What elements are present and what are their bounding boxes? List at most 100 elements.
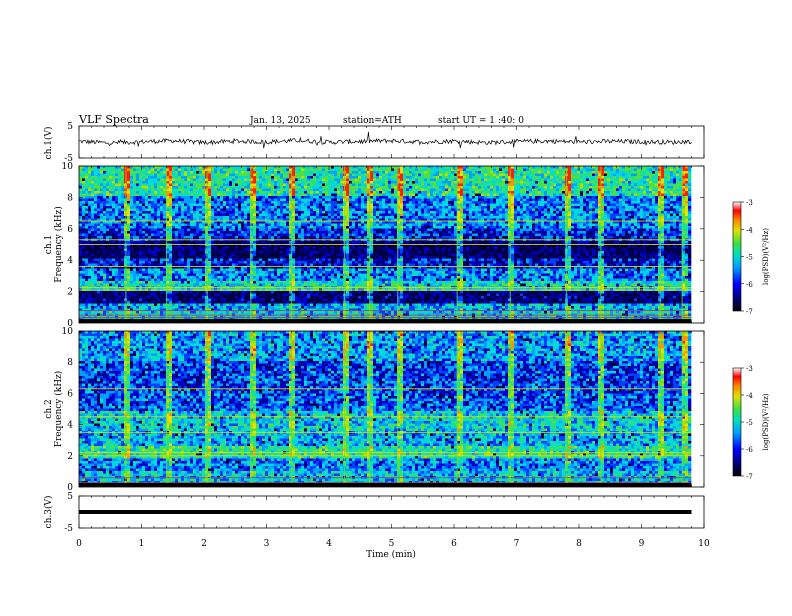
spectrogram-cell (517, 206, 520, 209)
spectrogram-cell (661, 209, 664, 212)
spectrogram-cell (145, 211, 148, 214)
spectrogram-cell (169, 176, 172, 179)
spectrogram-cell (307, 201, 310, 204)
spectrogram-cell (268, 199, 271, 202)
spectrogram-cell (217, 206, 220, 209)
spectrogram-cell (556, 196, 559, 199)
spectrogram-cell (373, 179, 376, 182)
spectrogram-cell (163, 204, 166, 207)
spectrogram-cell (493, 224, 496, 227)
spectrogram-cell (382, 181, 385, 184)
spectrogram-cell (280, 179, 283, 182)
spectrogram-cell (112, 196, 115, 199)
spectrogram-cell (499, 196, 502, 199)
spectrogram-cell (448, 224, 451, 227)
spectrogram-cell (685, 201, 688, 204)
spectrogram-cell (313, 199, 316, 202)
spectrogram-cell (505, 214, 508, 217)
spectrogram-cell (82, 174, 85, 177)
spectrogram-cell (478, 184, 481, 187)
spectrogram-cell (409, 186, 412, 189)
spectrogram-cell (547, 179, 550, 182)
spectrogram-cell (145, 206, 148, 209)
spectrogram-cell (88, 174, 91, 177)
spectrogram-cell (445, 189, 448, 192)
spectrogram-cell (103, 211, 106, 214)
spectrogram-cell (322, 194, 325, 197)
spectrogram-cell (160, 194, 163, 197)
spectrogram-cell (322, 211, 325, 214)
spectrogram-cell (403, 214, 406, 217)
spectrogram-cell (646, 214, 649, 217)
spectrogram-cell (310, 196, 313, 199)
spectrogram-cell (139, 196, 142, 199)
spectrogram-cell (262, 171, 265, 174)
spectrogram-cell (286, 204, 289, 207)
spectrogram-cell (415, 196, 418, 199)
spectrogram-cell (277, 184, 280, 187)
spectrogram-cell (502, 224, 505, 227)
spectrogram-cell (520, 176, 523, 179)
spectrogram-cell (136, 204, 139, 207)
spectrogram-cell (640, 204, 643, 207)
spectrogram-cell (502, 174, 505, 177)
spectrogram-cell (559, 166, 562, 169)
spectrogram-cell (304, 201, 307, 204)
spectrogram-cell (262, 169, 265, 172)
spectrogram-cell (157, 209, 160, 212)
spectrogram-cell (283, 204, 286, 207)
spectrogram-cell (616, 209, 619, 212)
spectrogram-cell (445, 204, 448, 207)
spectrogram-cell (79, 174, 82, 177)
spectrogram-cell (226, 199, 229, 202)
spectrogram-cell (511, 211, 514, 214)
spectrogram-cell (328, 204, 331, 207)
spectrogram-cell (670, 206, 673, 209)
spectrogram-cell (358, 174, 361, 177)
spectrogram-cell (175, 194, 178, 197)
spectrogram-cell (418, 174, 421, 177)
spectrogram-cell (94, 166, 97, 169)
spectrogram-cell (631, 169, 634, 172)
spectrogram-cell (127, 194, 130, 197)
spectrogram-cell (298, 209, 301, 212)
spectrogram-cell (622, 211, 625, 214)
spectrogram-cell (235, 216, 238, 219)
spectrogram-cell (190, 201, 193, 204)
spectrogram-cell (514, 171, 517, 174)
spectrogram-cell (340, 181, 343, 184)
spectrogram-cell (241, 196, 244, 199)
spectrogram-cell (643, 206, 646, 209)
spectrogram-cell (280, 214, 283, 217)
spectrogram-cell (460, 184, 463, 187)
spectrogram-cell (562, 176, 565, 179)
spectrogram-cell (481, 169, 484, 172)
spectrogram-cell (448, 201, 451, 204)
spectrogram-cell (571, 214, 574, 217)
spectrogram-cell (364, 199, 367, 202)
spectrogram-cell (640, 171, 643, 174)
spectrogram-cell (424, 186, 427, 189)
spectrogram-cell (121, 206, 124, 209)
spectrogram-cell (532, 206, 535, 209)
spectrogram-cell (646, 189, 649, 192)
spectrogram-cell (280, 199, 283, 202)
spectrogram-cell (451, 171, 454, 174)
spectrogram-cell (505, 189, 508, 192)
spectrogram-cell (274, 204, 277, 207)
spectrogram-cell (637, 204, 640, 207)
spectrogram-cell (370, 206, 373, 209)
spectrogram-cell (688, 206, 691, 209)
spectrogram-cell (589, 169, 592, 172)
spectrogram-cell (556, 194, 559, 197)
spectrogram-cell (430, 201, 433, 204)
spectrogram-cell (553, 214, 556, 217)
spectrogram-cell (127, 174, 130, 177)
spectrogram-cell (643, 171, 646, 174)
spectrogram-cell (88, 171, 91, 174)
spectrogram-cell (478, 194, 481, 197)
spectrogram-cell (283, 201, 286, 204)
spectrogram-cell (613, 179, 616, 182)
spectrogram-cell (592, 169, 595, 172)
spectrogram-cell (247, 214, 250, 217)
